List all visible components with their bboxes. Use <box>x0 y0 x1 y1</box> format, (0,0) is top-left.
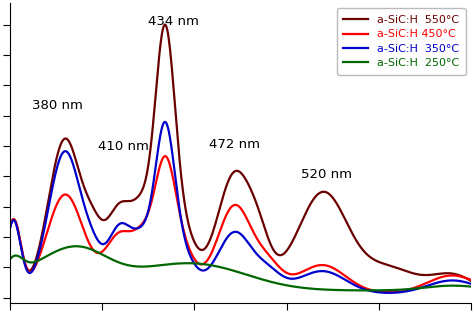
a-SiC:H 450°C <box>456 274 461 278</box>
Line: a-SiC:H  350°C: a-SiC:H 350°C <box>10 122 471 293</box>
a-SiC:H  250°C <box>7 258 13 261</box>
a-SiC:H  550°C <box>231 170 237 173</box>
a-SiC:H 450°C <box>455 274 461 278</box>
a-SiC:H 450°C <box>371 289 376 292</box>
a-SiC:H  550°C <box>468 279 474 283</box>
Line: a-SiC:H 450°C: a-SiC:H 450°C <box>10 156 471 292</box>
a-SiC:H  250°C <box>30 260 36 264</box>
a-SiC:H  350°C <box>231 230 237 234</box>
Text: 472 nm: 472 nm <box>209 138 260 151</box>
Text: 520 nm: 520 nm <box>301 168 352 181</box>
a-SiC:H  550°C <box>371 257 376 261</box>
a-SiC:H  250°C <box>371 289 376 292</box>
a-SiC:H 450°C <box>386 290 392 294</box>
Text: 380 nm: 380 nm <box>32 99 83 112</box>
a-SiC:H 450°C <box>30 268 36 271</box>
a-SiC:H  550°C <box>455 273 461 277</box>
a-SiC:H  350°C <box>468 282 474 286</box>
a-SiC:H  550°C <box>455 273 461 277</box>
a-SiC:H  350°C <box>30 268 36 271</box>
a-SiC:H  250°C <box>231 269 237 273</box>
a-SiC:H  350°C <box>456 279 461 283</box>
a-SiC:H  350°C <box>162 120 168 124</box>
Text: 434 nm: 434 nm <box>148 15 199 28</box>
a-SiC:H  350°C <box>219 244 225 248</box>
a-SiC:H  350°C <box>386 291 392 295</box>
Legend: a-SiC:H  550°C, a-SiC:H 450°C, a-SiC:H  350°C, a-SiC:H  250°C: a-SiC:H 550°C, a-SiC:H 450°C, a-SiC:H 35… <box>337 8 465 75</box>
a-SiC:H  550°C <box>30 264 36 268</box>
a-SiC:H  350°C <box>7 228 13 231</box>
a-SiC:H  250°C <box>455 284 461 288</box>
a-SiC:H  250°C <box>365 289 370 292</box>
a-SiC:H 450°C <box>219 223 225 227</box>
a-SiC:H  550°C <box>219 198 225 202</box>
a-SiC:H  550°C <box>7 227 13 230</box>
a-SiC:H  250°C <box>219 266 225 269</box>
a-SiC:H 450°C <box>231 203 237 207</box>
a-SiC:H  550°C <box>162 23 168 27</box>
Text: 410 nm: 410 nm <box>98 140 149 153</box>
a-SiC:H 450°C <box>468 278 474 282</box>
a-SiC:H  250°C <box>73 244 79 248</box>
a-SiC:H 450°C <box>162 154 168 158</box>
Line: a-SiC:H  250°C: a-SiC:H 250°C <box>10 246 471 290</box>
Line: a-SiC:H  550°C: a-SiC:H 550°C <box>10 25 471 281</box>
a-SiC:H  350°C <box>371 290 376 293</box>
a-SiC:H  250°C <box>456 284 461 288</box>
a-SiC:H 450°C <box>7 227 13 231</box>
a-SiC:H  350°C <box>455 279 461 283</box>
a-SiC:H  250°C <box>468 285 474 289</box>
